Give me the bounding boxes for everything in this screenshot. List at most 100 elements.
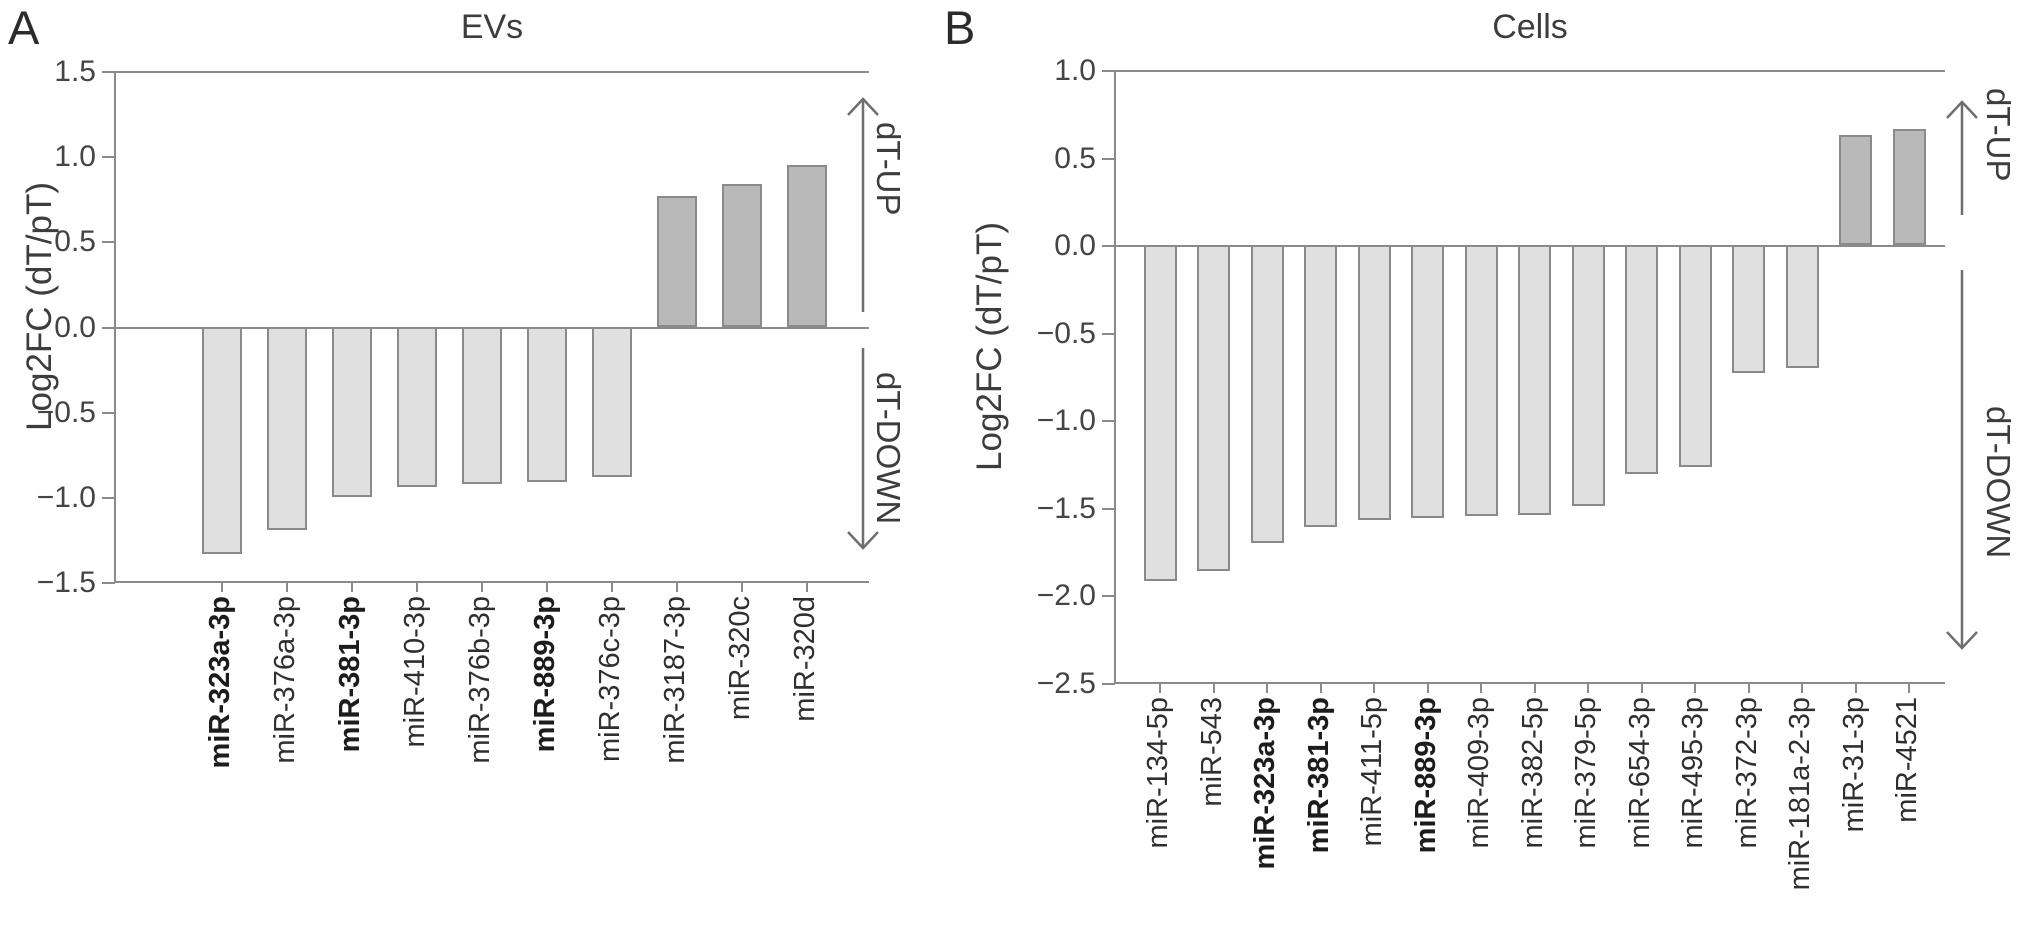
y-tick-mark [1102,333,1115,335]
chart-title-evs: EVs [460,8,524,46]
bar-miR-495-3p [1679,245,1712,467]
bar-miR-376b-3p [462,327,502,484]
down-arrow [1946,270,1978,650]
x-tick-mark [546,583,548,592]
bar-miR-410-3p [397,327,437,487]
x-tick-label: miR-320c [724,596,756,721]
dt-down-label-evs: dT-DOWN [870,372,907,525]
bar-miR-31-3p [1839,135,1872,245]
bar-miR-376c-3p [592,327,632,477]
y-axis-line [1114,70,1116,683]
chart-title-cells: Cells [1492,8,1568,46]
plot-top-line [115,71,869,73]
y-tick-mark [102,327,115,329]
y-tick-label: 0.5 [1054,142,1096,175]
x-tick-mark [676,583,678,592]
x-tick-label: miR-381-3p [1303,697,1335,854]
x-tick-label: miR-376b-3p [464,596,496,764]
bar-miR-381-3p [332,327,372,497]
y-tick-mark [1102,70,1115,72]
x-tick-label: miR-376a-3p [269,596,301,764]
x-tick-label: miR-379-5p [1570,697,1602,849]
plot-top-line [1115,70,1945,72]
x-axis-line [115,581,869,583]
x-tick-label: miR-381-3p [334,596,366,753]
x-tick-mark [1641,684,1643,693]
x-tick-mark [481,583,483,592]
bar-miR-323a-3p [1251,245,1284,543]
y-tick-mark [1102,595,1115,597]
x-tick-mark [1480,684,1482,693]
x-tick-label: miR-654-3p [1624,697,1656,849]
y-tick-label: −0.5 [36,396,96,429]
x-tick-mark [1427,684,1429,693]
y-tick-label: 1.0 [54,140,96,173]
x-tick-label: miR-376c-3p [594,596,626,762]
bar-miR-889-3p [1411,245,1444,518]
x-tick-label: miR-181a-2-3p [1784,697,1816,891]
up-arrow [847,97,879,312]
y-tick-mark [102,412,115,414]
bar-miR-134-5p [1144,245,1177,581]
bar-miR-543 [1197,245,1230,571]
y-tick-label: −1.5 [36,566,96,599]
x-tick-label: miR-889-3p [529,596,561,753]
x-tick-mark [741,583,743,592]
y-tick-label: −2.0 [1036,579,1096,612]
y-tick-label: −1.0 [1036,404,1096,437]
x-tick-mark [221,583,223,592]
y-tick-mark [102,71,115,73]
x-tick-label: miR-134-5p [1142,697,1174,849]
x-tick-mark [416,583,418,592]
y-tick-label: 0.0 [54,311,96,344]
y-tick-label: −1.5 [1036,492,1096,525]
up-arrow [1946,100,1978,215]
bar-miR-320c [722,184,762,327]
x-tick-mark [1801,684,1803,693]
dt-up-label-evs: dT-UP [870,122,907,216]
y-tick-label: −0.5 [1036,317,1096,350]
y-tick-mark [102,582,115,584]
x-tick-label: miR-372-3p [1731,697,1763,849]
x-tick-mark [1373,684,1375,693]
x-tick-label: miR-31-3p [1838,697,1870,833]
x-tick-label: miR-411-5p [1356,697,1388,847]
bar-miR-372-3p [1732,245,1765,373]
bar-miR-654-3p [1625,245,1658,474]
x-tick-label: miR-410-3p [399,596,431,748]
bar-miR-889-3p [527,327,567,482]
x-tick-label: miR-409-3p [1463,697,1495,849]
y-tick-mark [1102,508,1115,510]
y-tick-label: 1.0 [1054,54,1096,87]
y-tick-label: 1.5 [54,55,96,88]
y-tick-mark [102,497,115,499]
x-tick-label: miR-323a-3p [1249,697,1281,870]
down-arrow [847,348,879,550]
y-tick-mark [102,241,115,243]
panel-letter-a: A [8,1,40,54]
y-tick-label: 0.0 [1054,229,1096,262]
bar-miR-381-3p [1304,245,1337,527]
x-tick-mark [806,583,808,592]
y-tick-label: 0.5 [54,225,96,258]
x-tick-label: miR-889-3p [1410,697,1442,854]
y-tick-mark [1102,420,1115,422]
y-axis-label-cells: Log2FC (dT/pT) [970,222,1009,471]
y-tick-label: −2.5 [1036,667,1096,700]
x-tick-mark [1748,684,1750,693]
bar-miR-411-5p [1358,245,1391,520]
panel-letter-b: B [944,1,976,54]
x-tick-label: miR-382-5p [1517,697,1549,849]
y-axis-line [114,71,116,582]
dt-down-label-cells: dT-DOWN [1980,406,2017,559]
x-tick-mark [1908,684,1910,693]
y-tick-label: −1.0 [36,481,96,514]
x-tick-mark [1159,684,1161,693]
x-tick-mark [611,583,613,592]
x-axis-line [1115,682,1945,684]
x-tick-mark [1694,684,1696,693]
x-tick-label: miR-3187-3p [659,596,691,764]
x-tick-mark [1534,684,1536,693]
bar-miR-3187-3p [657,196,697,327]
